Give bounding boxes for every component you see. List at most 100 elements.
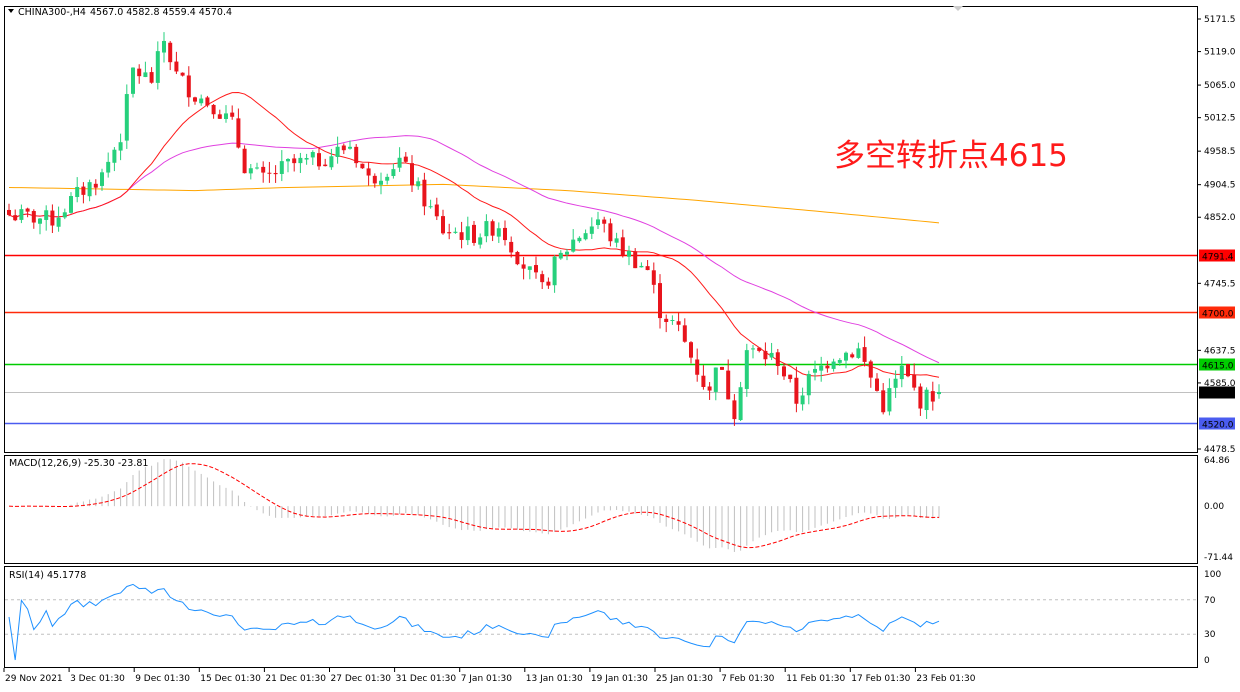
price-level-tag-text: 4570.4 xyxy=(1202,390,1234,400)
price-level-tag-text: 4700.0 xyxy=(1202,310,1234,320)
candle-body xyxy=(658,283,662,319)
rsi-line xyxy=(8,583,940,661)
candle-body xyxy=(205,97,210,106)
candle-body xyxy=(490,221,495,236)
candle-body xyxy=(38,218,42,224)
candle-body xyxy=(87,182,92,197)
candle-body xyxy=(757,347,762,351)
candle-body xyxy=(720,366,724,370)
macd-panel xyxy=(4,455,1198,564)
candle-body xyxy=(899,365,904,380)
candle-body xyxy=(701,375,706,387)
candle-body xyxy=(124,94,129,141)
candle-body xyxy=(434,204,439,217)
time-tick-label: 31 Dec 01:30 xyxy=(396,674,457,684)
price-level-tag-text: 4791.4 xyxy=(1202,253,1234,263)
macd-signal-line xyxy=(8,463,940,549)
price-level-tag xyxy=(1199,306,1235,319)
candle-body xyxy=(224,113,228,120)
candle-body xyxy=(887,388,892,412)
candle-body xyxy=(794,377,799,404)
candle-body xyxy=(509,241,514,253)
macd-tick-label: 0.00 xyxy=(1204,502,1224,512)
candle-body xyxy=(7,209,11,215)
candle-body xyxy=(837,359,842,363)
candle-body xyxy=(56,217,61,227)
candle-body xyxy=(397,157,402,168)
candle-body xyxy=(751,348,755,350)
rsi-tick-label: 100 xyxy=(1204,570,1221,580)
time-tick-label: 23 Feb 01:30 xyxy=(916,674,975,684)
time-tick-label: 21 Dec 01:30 xyxy=(265,674,326,684)
candle-body xyxy=(323,164,328,167)
rsi-label: RSI(14) 45.1778 xyxy=(9,570,86,581)
price-tick-label: 5171.5 xyxy=(1204,15,1236,25)
candle-body xyxy=(217,114,222,119)
candle-body xyxy=(410,163,414,186)
price-tick-label: 5119.0 xyxy=(1204,48,1236,58)
candle-body xyxy=(335,146,340,157)
candle-body xyxy=(608,223,613,242)
candle-body xyxy=(149,72,154,83)
candle-body xyxy=(81,186,86,195)
candle-body xyxy=(862,347,867,362)
candle-body xyxy=(726,370,731,400)
candle-body xyxy=(366,168,371,176)
candle-body xyxy=(906,363,910,377)
macd-label: MACD(12,26,9) -25.30 -23.81 xyxy=(9,458,148,469)
candle-body xyxy=(620,237,625,256)
ohlc-readout: 4567.0 4582.8 4559.4 4570.4 xyxy=(90,7,232,18)
candle-body xyxy=(552,256,557,286)
price-level-tag-text: 4615.0 xyxy=(1202,362,1234,372)
candle-body xyxy=(924,389,929,411)
candle-body xyxy=(664,318,669,322)
candle-body xyxy=(478,237,483,245)
candle-body xyxy=(62,212,67,218)
scroll-marker-icon[interactable] xyxy=(953,6,963,11)
candle-body xyxy=(682,325,687,342)
rsi-panel xyxy=(4,566,1198,668)
candle-body xyxy=(639,265,644,268)
candle-body xyxy=(162,40,166,53)
candle-body xyxy=(329,156,334,168)
candle-body xyxy=(633,251,638,269)
candle-body xyxy=(707,386,712,391)
price-tick-label: 4637.5 xyxy=(1204,346,1236,356)
candle-body xyxy=(868,361,873,378)
candle-body xyxy=(193,97,197,102)
candle-body xyxy=(118,142,123,151)
candle-body xyxy=(360,163,365,169)
candle-body xyxy=(806,373,811,396)
candle-body xyxy=(31,211,36,223)
candle-body xyxy=(782,366,786,377)
macd-tick-label: -71.44 xyxy=(1204,553,1233,563)
candle-body xyxy=(937,391,941,395)
triangle-down-icon[interactable] xyxy=(8,9,14,13)
candle-body xyxy=(372,175,377,184)
candle-body xyxy=(893,378,898,388)
price-tick-label: 4852.0 xyxy=(1204,213,1236,223)
candle-body xyxy=(255,167,259,169)
candle-body xyxy=(571,239,576,252)
time-tick-label: 29 Nov 2021 xyxy=(5,674,63,684)
candle-body xyxy=(261,166,266,173)
price-tick-label: 4958.5 xyxy=(1204,147,1236,157)
candle-body xyxy=(738,387,743,421)
time-tick-label: 7 Feb 01:30 xyxy=(721,674,775,684)
candle-body xyxy=(484,221,489,237)
candle-body xyxy=(732,400,737,420)
candle-body xyxy=(131,67,135,94)
price-tick-label: 5065.0 xyxy=(1204,81,1236,91)
time-tick-label: 13 Jan 01:30 xyxy=(526,674,583,684)
candle-body xyxy=(813,368,817,373)
candle-body xyxy=(558,252,563,259)
candle-body xyxy=(44,210,49,220)
candle-body xyxy=(912,374,917,388)
candle-body xyxy=(385,176,390,181)
candle-body xyxy=(744,350,749,389)
candle-body xyxy=(310,152,315,158)
candle-body xyxy=(180,72,185,76)
candle-body xyxy=(453,231,458,233)
candle-body xyxy=(267,172,272,174)
